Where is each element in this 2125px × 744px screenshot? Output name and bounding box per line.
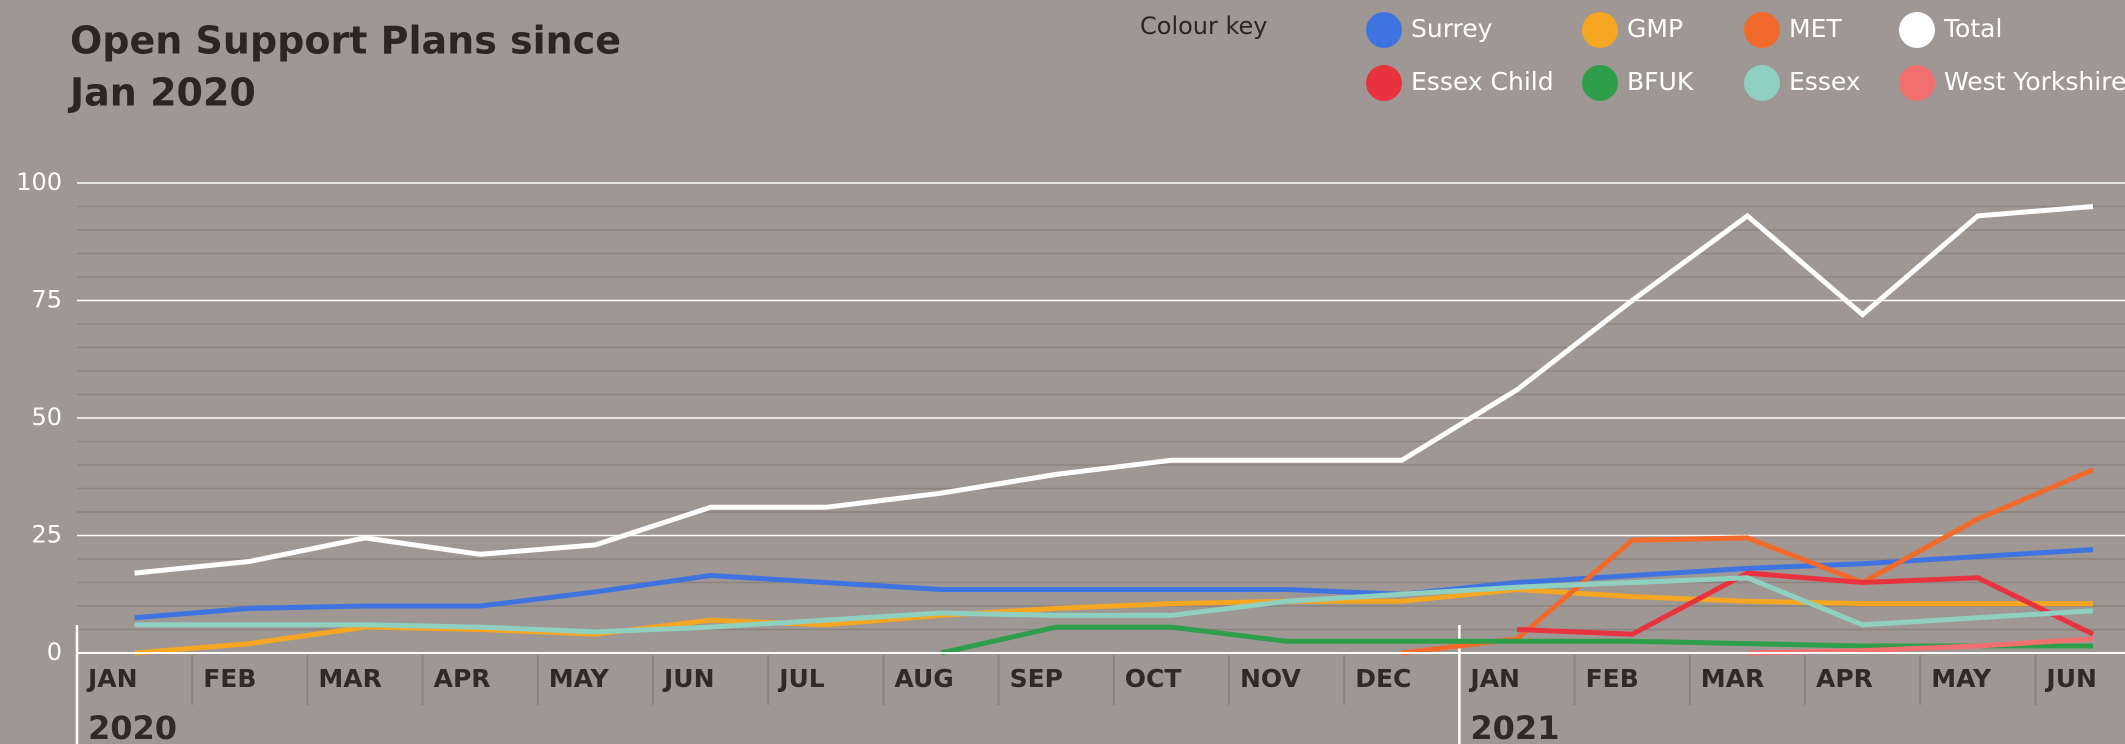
x-tick-label: JAN [86,664,138,693]
y-tick-label: 0 [47,638,62,666]
legend-label: BFUK [1627,67,1694,96]
legend-swatch [1899,12,1935,48]
legend-swatch [1366,65,1402,101]
year-label: 2020 [88,709,177,744]
legend-title: Colour key [1140,12,1268,40]
year-label: 2021 [1470,709,1559,744]
y-tick-label: 50 [31,403,62,431]
legend-label: MET [1789,14,1842,43]
legend-swatch [1366,12,1402,48]
x-tick-label: JUN [662,664,715,693]
chart-title: Open Support Plans since [70,19,621,63]
x-tick-label: SEP [1010,664,1063,693]
x-tick-label: NOV [1240,664,1302,693]
series-line [134,575,2094,635]
legend-swatch [1744,12,1780,48]
x-tick-label: MAR [1701,664,1764,693]
y-tick-label: 25 [31,521,62,549]
legend-label: Essex [1789,67,1861,96]
x-tick-label: DEC [1355,664,1411,693]
legend-swatch [1899,65,1935,101]
x-tick-label: JUL [777,664,825,693]
legend-label: GMP [1627,14,1683,43]
x-tick-label: APR [1816,664,1873,693]
x-tick-label: JAN [1468,664,1520,693]
series-line [1516,570,2095,637]
x-tick-label: MAY [1931,664,1992,693]
x-tick-label: FEB [203,664,256,693]
x-tick-label: MAR [318,664,381,693]
legend-swatch [1744,65,1780,101]
legend-label: West Yorkshire [1944,67,2125,96]
y-tick-label: 75 [31,286,62,314]
series-line [940,624,2093,656]
x-tick-label: FEB [1586,664,1639,693]
legend-label: Total [1943,14,2002,43]
x-tick-label: MAY [549,664,610,693]
legend-swatch [1582,65,1618,101]
series-line [134,204,2094,576]
x-tick-label: OCT [1125,664,1182,693]
legend-swatch [1582,12,1618,48]
series-line [1401,467,2094,656]
y-tick-label: 100 [16,168,62,196]
legend-label: Essex Child [1411,67,1554,96]
chart-title: Jan 2020 [67,71,256,115]
x-tick-label: AUG [894,664,953,693]
x-tick-label: APR [434,664,491,693]
series-line [134,547,2094,621]
legend-label: Surrey [1411,14,1493,43]
series-line [1747,636,2094,656]
x-tick-label: JUN [2044,664,2097,693]
